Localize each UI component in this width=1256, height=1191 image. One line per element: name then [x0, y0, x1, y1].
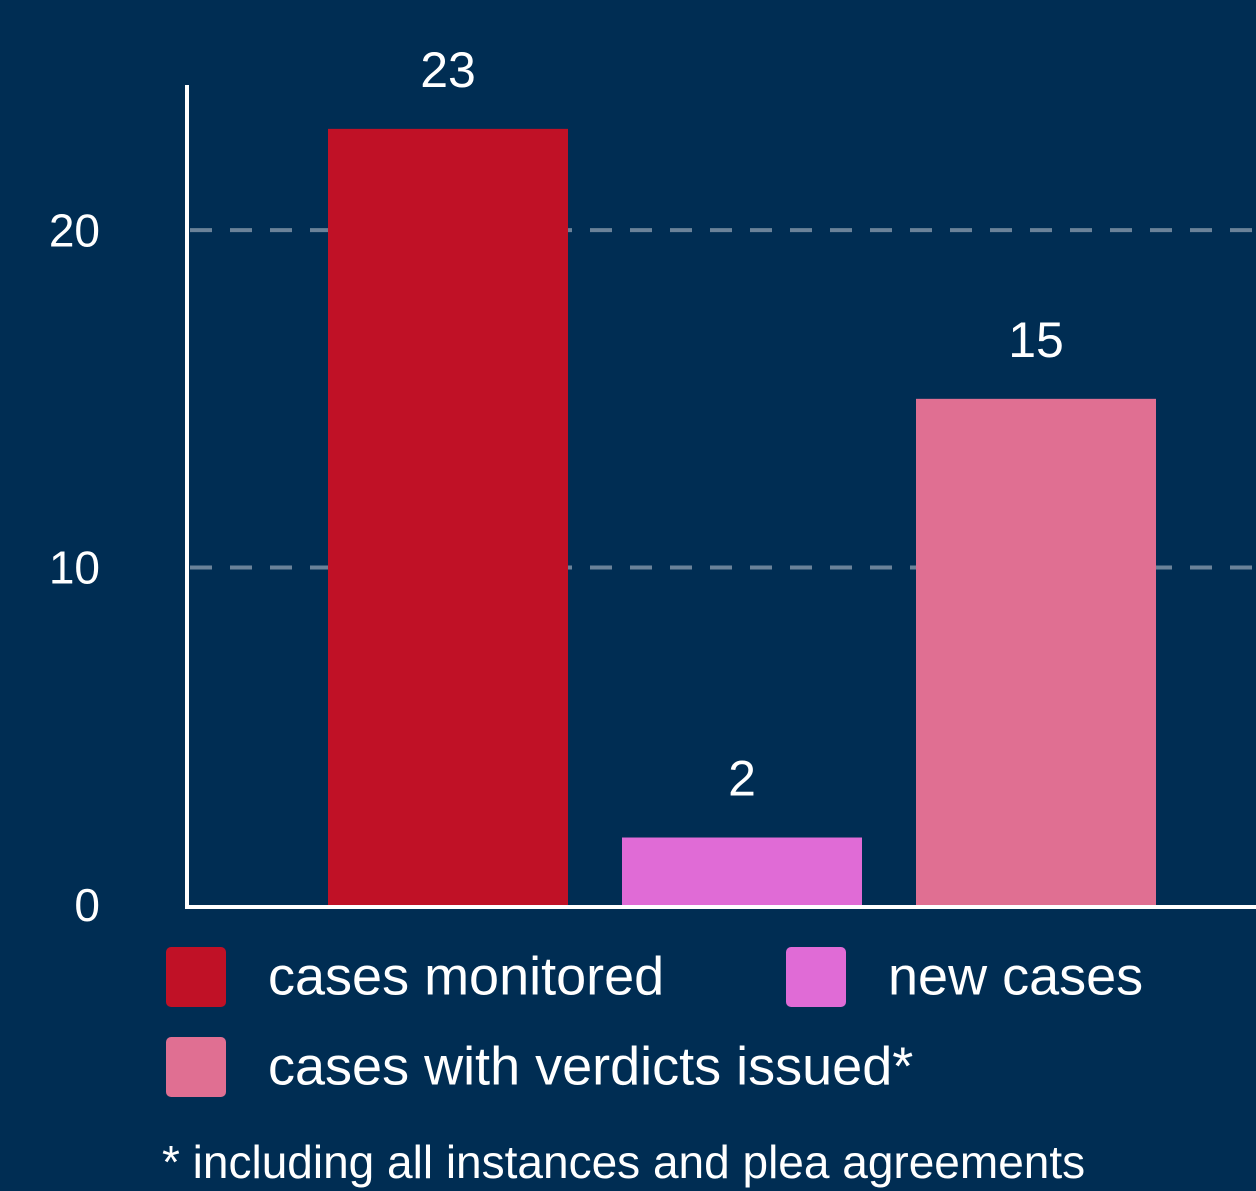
legend-swatch	[166, 947, 226, 1007]
y-tick-label: 20	[49, 204, 100, 256]
legend-swatch	[786, 947, 846, 1007]
value-label: 23	[420, 42, 476, 98]
legend-swatch	[166, 1037, 226, 1097]
bar	[328, 128, 568, 906]
bar	[916, 398, 1156, 905]
legend-label: new cases	[888, 946, 1143, 1006]
footnote: * including all instances and plea agree…	[162, 1136, 1085, 1188]
y-tick-label: 0	[74, 879, 100, 931]
legend-label: cases monitored	[268, 946, 664, 1006]
y-tick-label: 10	[49, 542, 100, 594]
legend-label: cases with verdicts issued*	[268, 1036, 913, 1096]
bar	[622, 837, 862, 905]
value-label: 2	[728, 751, 756, 807]
value-label: 15	[1008, 312, 1064, 368]
